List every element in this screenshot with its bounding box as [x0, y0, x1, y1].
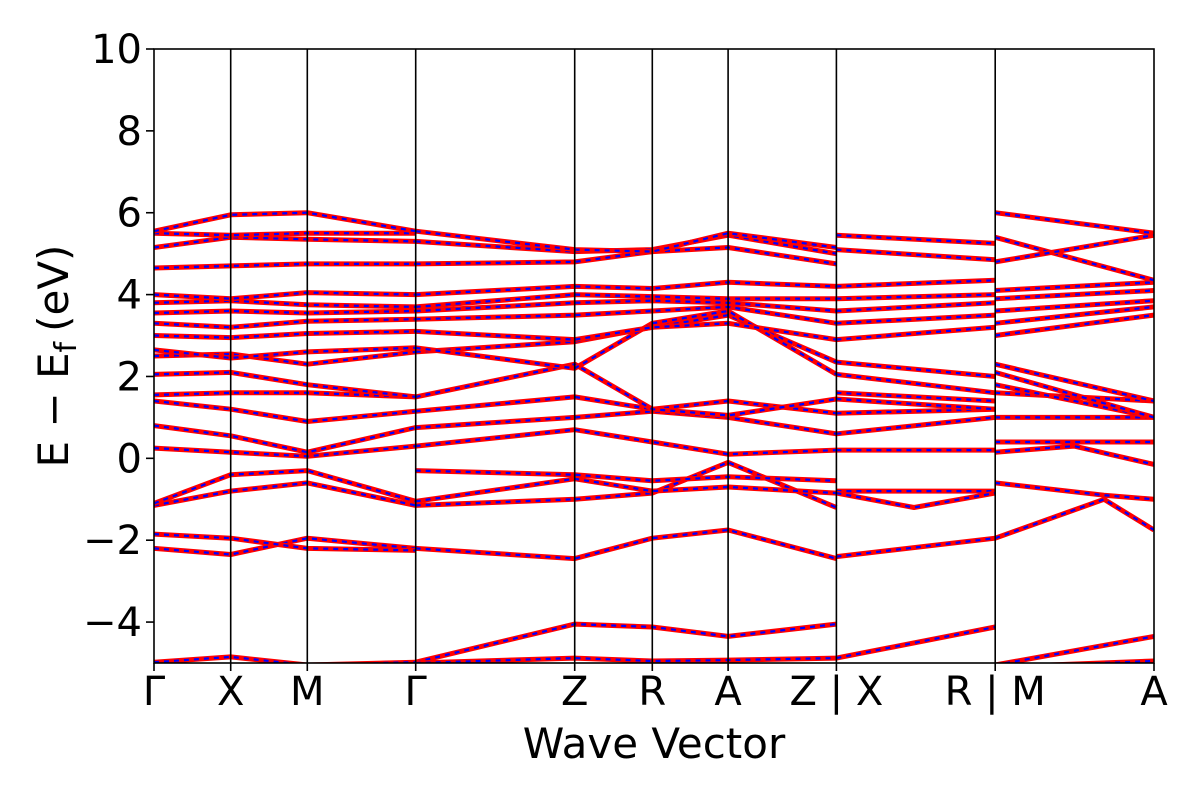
- band-line-overlay-59: [836, 293, 996, 300]
- band-line-50: [154, 290, 416, 302]
- band-line-7: [154, 531, 416, 553]
- x-tick-label: A: [714, 669, 742, 715]
- y-axis-title-main: E − E: [29, 352, 78, 467]
- band-line-overlay-40: [836, 373, 996, 394]
- x-tick-label: Z: [561, 669, 588, 715]
- band-line-overlay-69: [154, 211, 416, 233]
- band-line-overlay-57: [836, 314, 996, 325]
- band-line-overlay-37: [415, 309, 837, 376]
- y-tick-label: 4: [117, 273, 142, 319]
- band-line-overlay-10: [415, 528, 837, 560]
- x-tick-label: X: [217, 669, 244, 715]
- band-line-20: [154, 443, 416, 459]
- band-line-overlay-43: [994, 383, 1154, 419]
- band-line-overlay-3: [836, 625, 996, 660]
- band-line-overlay-18: [995, 481, 1154, 501]
- band-line-overlay-44: [994, 371, 1154, 419]
- band-line-16: [835, 490, 996, 510]
- band-line-overlay-75: [995, 211, 1154, 235]
- band-line-32: [154, 369, 416, 400]
- band-line-overlay-27: [836, 416, 996, 435]
- band-line-overlay-51: [415, 322, 837, 341]
- x-tick-label: Γ: [143, 669, 166, 715]
- band-line-overlay-19: [995, 444, 1154, 466]
- x-tick-label: R: [638, 669, 666, 715]
- band-line-overlay-42: [995, 391, 1154, 403]
- band-line-48: [154, 308, 416, 316]
- band-line-overlay-63: [995, 299, 1154, 313]
- band-line-overlay-9: [154, 469, 416, 505]
- band-line-37: [415, 308, 838, 377]
- band-line-overlay-64: [995, 289, 1154, 300]
- band-line-overlay-12: [415, 477, 837, 503]
- band-line-overlay-21: [154, 424, 416, 454]
- band-line-17: [994, 496, 1154, 541]
- band-line-overlay-41: [836, 361, 996, 378]
- x-tick-label: M: [290, 669, 325, 715]
- band-line-overlay-45: [994, 363, 1154, 403]
- y-tick-label: −4: [83, 600, 142, 646]
- band-line-overlay-8: [154, 481, 416, 507]
- band-line-0: [154, 654, 416, 663]
- x-tick-label: Z | X: [790, 669, 884, 715]
- band-line-overlay-16: [836, 492, 996, 509]
- band-line-overlay-25: [415, 395, 837, 415]
- band-line-overlay-71: [415, 234, 837, 255]
- band-line-49: [154, 298, 416, 310]
- y-tick-label: 0: [117, 436, 142, 482]
- band-line-34: [154, 345, 416, 361]
- band-line-22: [154, 398, 416, 424]
- y-tick-label: 8: [117, 109, 142, 155]
- band-line-overlay-65: [995, 281, 1154, 292]
- band-line-overlay-5: [1073, 659, 1154, 663]
- bands-layer: [154, 210, 1154, 663]
- band-line-overlay-62: [995, 305, 1154, 325]
- high-symmetry-lines: [229, 49, 997, 663]
- band-line-overlay-38: [836, 397, 996, 411]
- band-line-overlay-77: [995, 234, 1154, 263]
- y-axis-title-subscript: f: [49, 340, 84, 352]
- y-tick-label: −2: [83, 518, 142, 564]
- band-line-66: [154, 261, 416, 271]
- band-line-overlay-58: [836, 301, 996, 313]
- y-axis-ticks: 10 8 6 4 2 0 −2 −4: [83, 27, 154, 646]
- band-line-overlay-73: [836, 234, 996, 245]
- x-tick-label: Γ: [405, 669, 428, 715]
- y-tick-label: 2: [117, 354, 142, 400]
- plot-frame: [153, 48, 1155, 664]
- band-line-overlay-23: [415, 428, 837, 456]
- band-line-1: [415, 621, 837, 663]
- y-axis-title: E − Ef (eV): [29, 245, 84, 468]
- band-line-46: [154, 328, 416, 341]
- band-line-overlay-61: [995, 314, 1154, 337]
- band-line-overlay-76: [994, 236, 1154, 282]
- band-line-68: [154, 230, 416, 238]
- band-line-overlay-56: [836, 326, 996, 341]
- band-line-overlay-60: [836, 279, 996, 288]
- band-line-overlay-74: [836, 248, 996, 261]
- band-line-overlay-72: [415, 230, 837, 253]
- x-axis-title: Wave Vector: [523, 719, 786, 768]
- band-line-47: [154, 316, 416, 330]
- band-line-overlay-39: [836, 391, 996, 403]
- band-line-67: [154, 234, 416, 250]
- band-line-overlay-14: [836, 537, 996, 558]
- band-line-overlay-17: [994, 498, 1154, 540]
- band-line-19: [995, 443, 1154, 467]
- y-axis-title-unit: (eV): [29, 245, 78, 332]
- band-line-31: [154, 390, 416, 400]
- x-tick-label: R | M: [945, 669, 1046, 715]
- band-line-overlay-4: [1000, 635, 1154, 663]
- y-tick-label: 6: [117, 191, 142, 237]
- band-line-6: [154, 535, 416, 557]
- x-tick-label: A: [1140, 669, 1168, 715]
- y-tick-label: 10: [91, 27, 142, 73]
- band-line-23: [415, 427, 837, 457]
- band-line-72: [415, 228, 837, 255]
